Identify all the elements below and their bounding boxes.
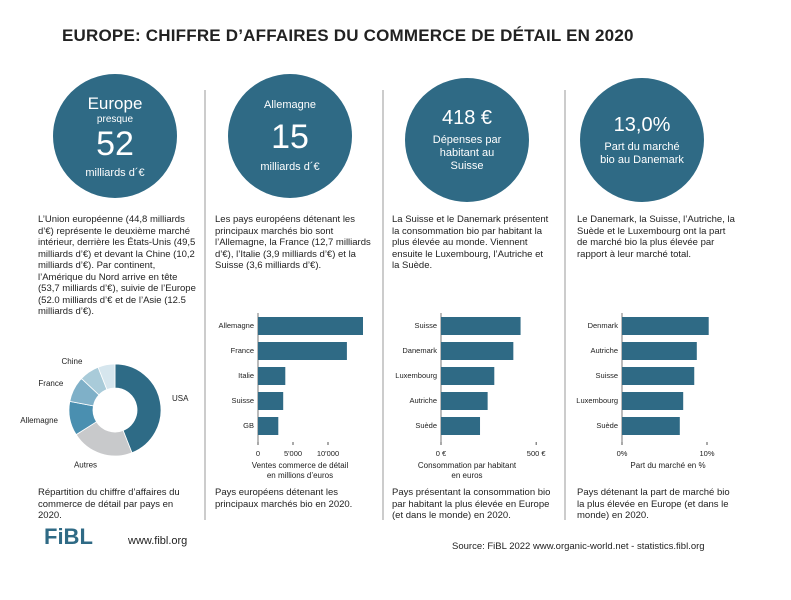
- x-tick-label: 0%: [617, 449, 628, 458]
- pie-slice: [97, 363, 116, 391]
- pie-label: Chine: [61, 357, 82, 366]
- circle-text: 418 €: [441, 107, 493, 129]
- title: EUROPE: CHIFFRE D’AFFAIRES DU COMMERCE D…: [62, 26, 634, 45]
- stat-circle: 13,0% Part du marché bio au Danemark: [580, 78, 704, 202]
- category-label: Allemagne: [219, 321, 254, 330]
- circle-text: presque: [96, 113, 134, 125]
- x-tick-label: 0: [256, 449, 260, 458]
- bar: [258, 317, 363, 335]
- bar: [622, 417, 680, 435]
- stat-circle: 418 € Dépenses par habitant au Suisse: [405, 78, 529, 202]
- circle-text: milliards d´€: [260, 161, 320, 173]
- caption: Pays présentant la consommation bio par …: [392, 487, 551, 521]
- bar: [258, 342, 347, 360]
- category-label: Luxembourg: [395, 371, 437, 380]
- caption: Pays détenant la part de marché bio la p…: [577, 487, 730, 521]
- description: L’Union européenne (44,8 milliards d’€) …: [38, 214, 196, 317]
- description: Le Danemark, la Suisse, l’Autriche, la S…: [577, 214, 735, 260]
- bar: [441, 392, 488, 410]
- pie-label: France: [38, 379, 63, 388]
- source: Source: FiBL 2022 www.organic-world.net …: [452, 541, 705, 552]
- bar: [441, 417, 481, 435]
- x-tick-label: 0 €: [436, 449, 447, 458]
- category-label: Suède: [596, 421, 618, 430]
- x-axis-label: Ventes commerce de détail en millions d’…: [251, 461, 349, 480]
- x-tick-label: 5'000: [284, 449, 302, 458]
- stat-circle: Allemagne 15 milliards d´€: [228, 74, 352, 198]
- bar: [622, 367, 695, 385]
- circle-text: 13,0%: [613, 113, 671, 136]
- circle-text: milliards d´€: [85, 166, 145, 179]
- pie-label: Allemagne: [20, 416, 58, 425]
- category-label: GB: [243, 421, 254, 430]
- bar: [622, 342, 697, 360]
- pie-label: USA: [172, 394, 189, 403]
- description: La Suisse et le Danemark présentent la c…: [392, 214, 549, 271]
- category-label: Suisse: [595, 371, 618, 380]
- bar: [258, 392, 284, 410]
- x-tick-label: 10'000: [317, 449, 339, 458]
- circle-text: Dépenses par habitant au Suisse: [432, 134, 502, 172]
- bar: [622, 317, 709, 335]
- bar: [441, 342, 514, 360]
- circle-text: Europe: [87, 93, 143, 113]
- category-label: Suède: [415, 421, 437, 430]
- category-label: Suisse: [414, 321, 437, 330]
- x-axis-label: Consommation par habitant en euros: [417, 461, 517, 480]
- category-label: Suisse: [231, 396, 254, 405]
- stat-circle: Europe presque 52 milliards d´€: [53, 74, 177, 198]
- category-label: Denmark: [588, 321, 619, 330]
- category-label: Autriche: [409, 396, 437, 405]
- pie-label: Autres: [74, 460, 97, 469]
- x-tick-label: 500 €: [527, 449, 547, 458]
- circle-text: Allemagne: [264, 99, 316, 111]
- category-label: France: [231, 346, 254, 355]
- logo: FiBL: [44, 524, 93, 549]
- x-tick-label: 10%: [699, 449, 714, 458]
- circle-text: Part du marché bio au Danemark: [600, 140, 684, 166]
- bar: [258, 367, 286, 385]
- bar: [258, 417, 279, 435]
- caption: Pays européens détenant les principaux m…: [215, 487, 353, 510]
- pie-slice: [114, 363, 162, 454]
- circle-text: 15: [271, 118, 309, 156]
- category-label: Autriche: [590, 346, 618, 355]
- category-label: Luxembourg: [576, 396, 618, 405]
- category-label: Italie: [238, 371, 254, 380]
- category-label: Danemark: [402, 346, 437, 355]
- circle-text: 52: [96, 124, 134, 163]
- bar: [441, 317, 521, 335]
- caption: Répartition du chiffre d’affaires du com…: [38, 487, 180, 521]
- bar: [441, 367, 495, 385]
- bar: [622, 392, 684, 410]
- url: www.fibl.org: [128, 535, 188, 547]
- x-axis-label: Part du marché en %: [630, 461, 706, 470]
- description: Les pays européens détenant les principa…: [215, 214, 371, 271]
